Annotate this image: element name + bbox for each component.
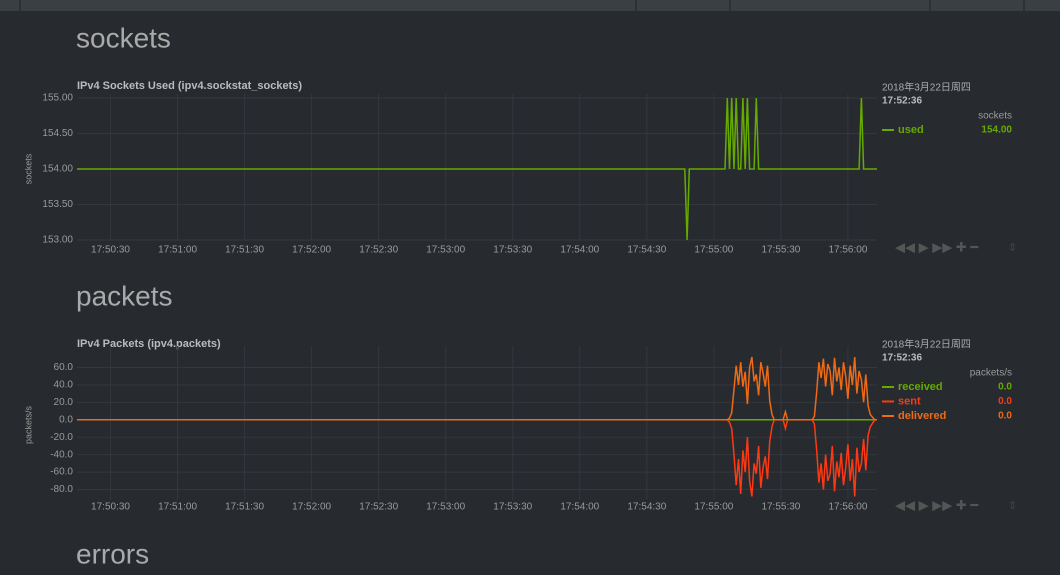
y-tick-label: -60.0 <box>50 467 73 478</box>
x-tick-label: 17:55:30 <box>761 502 800 513</box>
x-tick-label: 17:51:00 <box>158 245 197 256</box>
series-line <box>77 97 877 241</box>
legend-name: delivered <box>898 410 946 422</box>
legend-time: 17:52:36 <box>882 353 922 364</box>
legend-name: sent <box>898 395 921 407</box>
x-tick-label: 17:51:30 <box>225 245 264 256</box>
y-tick-label: 40.0 <box>54 380 74 391</box>
controls-icons[interactable]: ◀◀ ▶ ▶▶ ✚ ━ <box>895 497 978 512</box>
legend-date: 2018年3月22日周四 <box>882 338 971 351</box>
x-tick-label: 17:53:00 <box>426 245 465 256</box>
legend-units: sockets <box>978 111 1012 122</box>
x-tick-label: 17:53:00 <box>426 502 465 513</box>
x-tick-label: 17:51:00 <box>158 502 197 513</box>
y-tick-label: 153.50 <box>42 199 73 210</box>
x-tick-label: 17:52:30 <box>359 502 398 513</box>
x-tick-label: 17:54:00 <box>560 502 599 513</box>
x-tick-label: 17:53:30 <box>493 502 532 513</box>
x-tick-label: 17:50:30 <box>91 245 130 256</box>
y-tick-label: -80.0 <box>50 484 73 495</box>
x-tick-label: 17:52:00 <box>292 245 331 256</box>
y-tick-label: 0.0 <box>59 414 73 425</box>
y-axis-label: sockets <box>23 153 33 184</box>
x-tick-label: 17:56:00 <box>828 502 867 513</box>
x-tick-label: 17:55:00 <box>694 502 733 513</box>
x-tick-label: 17:50:30 <box>91 502 130 513</box>
x-tick-label: 17:52:00 <box>292 502 331 513</box>
legend-units: packets/s <box>970 368 1012 379</box>
x-tick-label: 17:55:30 <box>761 245 800 256</box>
x-tick-label: 17:53:30 <box>493 245 532 256</box>
x-tick-label: 17:55:00 <box>694 245 733 256</box>
legend-date: 2018年3月22日周四 <box>882 81 971 94</box>
y-tick-label: 153.00 <box>42 235 73 246</box>
chart-title: IPv4 Packets (ipv4.packets) <box>77 338 221 350</box>
x-tick-label: 17:54:00 <box>560 245 599 256</box>
controls-icons[interactable]: ◀◀ ▶ ▶▶ ✚ ━ <box>895 239 978 254</box>
legend-value: 0.0 <box>998 411 1012 422</box>
top-bar <box>0 0 1060 11</box>
section-title: packets <box>76 280 173 311</box>
chart-title: IPv4 Sockets Used (ipv4.sockstat_sockets… <box>77 80 302 92</box>
x-tick-label: 17:52:30 <box>359 245 398 256</box>
legend-time: 17:52:36 <box>882 96 922 107</box>
legend-value: 0.0 <box>998 396 1012 407</box>
y-tick-label: -40.0 <box>50 449 73 460</box>
resize-icon[interactable]: ⇕ <box>1008 242 1017 254</box>
series-line <box>77 356 877 421</box>
resize-icon[interactable]: ⇕ <box>1008 500 1017 512</box>
section-title: sockets <box>76 22 171 53</box>
x-tick-label: 17:54:30 <box>627 245 666 256</box>
y-tick-label: 155.00 <box>42 93 73 104</box>
y-tick-label: 154.50 <box>42 128 73 139</box>
legend-name: used <box>898 124 924 136</box>
legend-value: 0.0 <box>998 382 1012 393</box>
x-tick-label: 17:51:30 <box>225 502 264 513</box>
y-tick-label: 20.0 <box>54 397 74 408</box>
x-tick-label: 17:56:00 <box>828 245 867 256</box>
section-title: errors <box>76 538 149 569</box>
y-tick-label: 154.00 <box>42 164 73 175</box>
legend-value: 154.00 <box>981 125 1012 136</box>
y-tick-label: -20.0 <box>50 432 73 443</box>
x-tick-label: 17:54:30 <box>627 502 666 513</box>
series-line <box>77 419 877 497</box>
y-axis-label: packets/s <box>23 405 33 444</box>
y-tick-label: 60.0 <box>54 362 74 373</box>
legend-name: received <box>898 381 943 393</box>
chart-controls[interactable]: ◀◀ ▶ ▶▶ ✚ ━ ⇕ ◀◀ ▶ ▶▶ ✚ ━ ⇕ <box>895 239 1017 512</box>
